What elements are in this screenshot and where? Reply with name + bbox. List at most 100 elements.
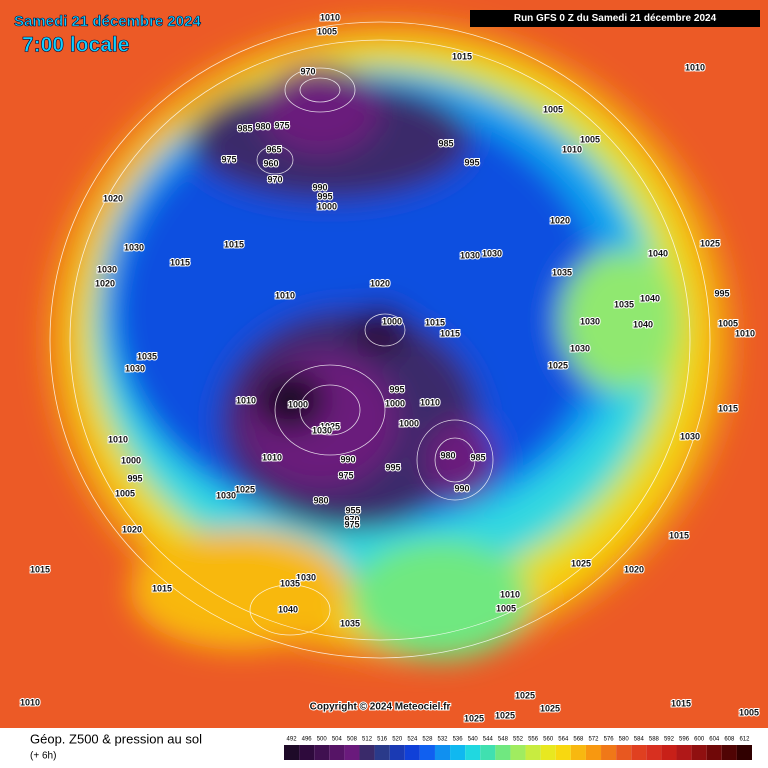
isobar-label: 970 [344, 514, 359, 524]
colorbar-swatch [691, 745, 707, 760]
isobar-label: 1015 [452, 51, 472, 61]
date: Samedi 21 décembre 2024 [14, 13, 201, 30]
isobar-label: 1040 [640, 293, 660, 303]
colorbar-swatch [374, 745, 390, 760]
isobar-label: 975 [344, 519, 359, 529]
isobar-label: 980 [440, 450, 455, 460]
colorbar-label: 504 [332, 737, 343, 743]
colorbar-label: 604 [709, 737, 720, 743]
colorbar-swatch [706, 745, 722, 760]
colorbar-label: 516 [377, 737, 388, 743]
isobar-label: 1005 [496, 603, 516, 613]
colorbar-label: 528 [422, 737, 433, 743]
colorbar-label: 520 [392, 737, 403, 743]
colorbar-swatch [570, 745, 586, 760]
isobar-label: 1035 [552, 267, 572, 277]
isobar-label: 970 [300, 66, 315, 76]
isobar-label: 1030 [580, 316, 600, 326]
isobar-label: 960 [263, 158, 278, 168]
colorbar-label: 556 [528, 737, 539, 743]
footer-lead: (+ 6h) [30, 751, 56, 762]
isobar-label: 965 [266, 144, 281, 154]
isobar-label: 990 [454, 483, 469, 493]
isobar-label: 1000 [288, 399, 308, 409]
colorbar-label: 580 [619, 737, 630, 743]
isobar-label: 1025 [548, 360, 568, 370]
colorbar-swatch [284, 745, 300, 760]
isobar-label: 1015 [671, 698, 691, 708]
isobar-label: 1000 [121, 455, 141, 465]
isobar-label: 1010 [262, 452, 282, 462]
isobar-label: 1015 [440, 328, 460, 338]
isobar-label: 1035 [340, 618, 360, 628]
colorbar-label: 572 [588, 737, 599, 743]
isobar-label: 1030 [312, 425, 332, 435]
isobar-label: 1035 [137, 351, 157, 361]
isobar-label: 995 [714, 288, 729, 298]
isobar-label: 1010 [562, 144, 582, 154]
isobar-label: 1020 [370, 278, 390, 288]
colorbar-swatch [465, 745, 481, 760]
isobar-label: 975 [274, 120, 289, 130]
colorbar-swatch [631, 745, 647, 760]
colorbar-swatch [419, 745, 435, 760]
isobar-label: 1015 [718, 403, 738, 413]
isobar-label: 1025 [515, 690, 535, 700]
isobar-label: 995 [127, 473, 142, 483]
colorbar-label: 568 [573, 737, 584, 743]
isobar-label: 980 [255, 121, 270, 131]
isobar-label: 1005 [317, 26, 337, 36]
isobar-label: 1030 [125, 363, 145, 373]
copyright: Copyright © 2024 Meteociel.fr [310, 702, 451, 713]
isobar-label: 1030 [296, 572, 316, 582]
isobar-label: 990 [312, 182, 327, 192]
colorbar-swatch [616, 745, 632, 760]
isobar-label: 1025 [464, 713, 484, 723]
isobar-label: 1010 [108, 434, 128, 444]
colorbar-swatch [359, 745, 375, 760]
isobar-label: 1040 [633, 319, 653, 329]
isobar-label: 1000 [399, 418, 419, 428]
colorbar-label: 532 [438, 737, 449, 743]
isobar-label: 1005 [718, 318, 738, 328]
isobar-label: 1000 [385, 398, 405, 408]
footer-title: Géop. Z500 & pression au sol [30, 731, 202, 746]
isobar-label: 1015 [170, 257, 190, 267]
isobar-label: 1010 [275, 290, 295, 300]
colorbar-label: 512 [362, 737, 373, 743]
isobar-label: 1025 [700, 238, 720, 248]
isobar-label: 970 [267, 174, 282, 184]
colorbar-label: 564 [558, 737, 569, 743]
isobar-label: 1010 [735, 328, 755, 338]
colorbar-label: 524 [407, 737, 418, 743]
colorbar-label: 496 [302, 737, 313, 743]
colorbar-swatch [495, 745, 511, 760]
isobar-label: 1030 [460, 250, 480, 260]
isobar-label: 985 [237, 123, 252, 133]
isobar-label: 1030 [124, 242, 144, 252]
isobar-label: 990 [340, 454, 355, 464]
isobar-label: 1040 [278, 604, 298, 614]
isobar-label: 1000 [317, 201, 337, 211]
colorbar-label: 500 [317, 737, 328, 743]
colorbar-label: 552 [513, 737, 524, 743]
colorbar-swatch [344, 745, 360, 760]
colorbar-swatch [676, 745, 692, 760]
isobar-label: 955 [345, 505, 360, 515]
isobar-label: 1025 [320, 421, 340, 431]
colorbar-label: 600 [694, 737, 705, 743]
colorbar-label: 536 [453, 737, 464, 743]
isobar-label: 1020 [122, 524, 142, 534]
isobar-label: 995 [464, 157, 479, 167]
isobar-label: 1025 [235, 484, 255, 494]
isobar-label: 1030 [216, 490, 236, 500]
colorbar-label: 544 [483, 737, 494, 743]
isobar-label: 975 [221, 154, 236, 164]
run-box [470, 10, 760, 27]
colorbar-swatch [510, 745, 526, 760]
colorbar-swatch [661, 745, 677, 760]
isobar-label: 1010 [420, 397, 440, 407]
colorbar-swatch [585, 745, 602, 760]
